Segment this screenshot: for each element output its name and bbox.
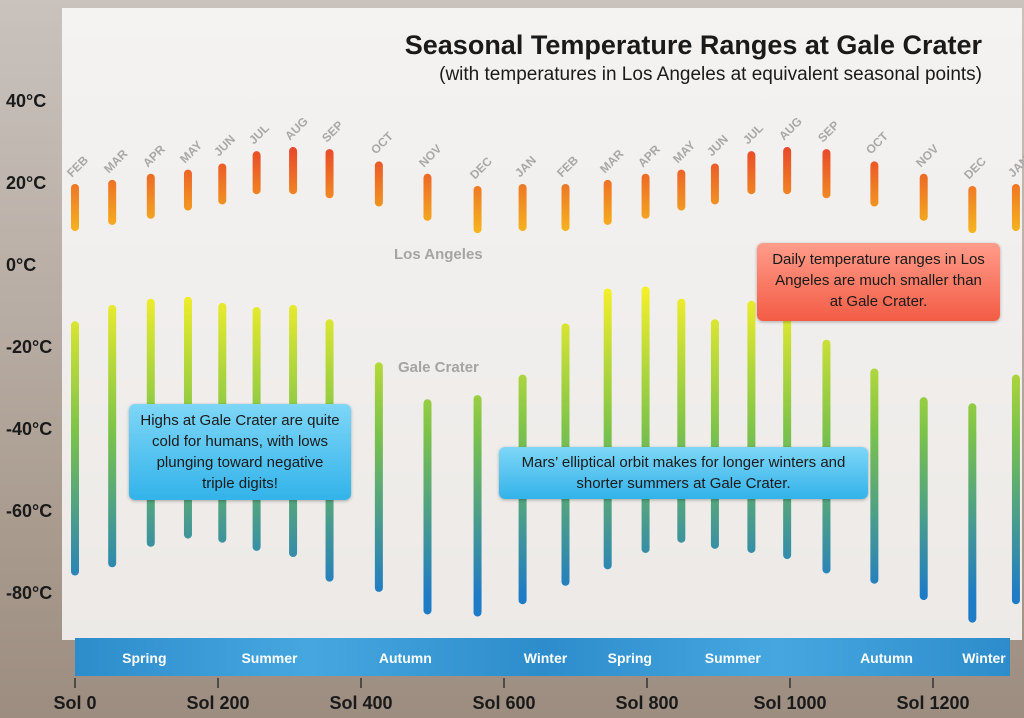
la-range-bar <box>1011 183 1020 232</box>
gale-range-bar <box>747 300 756 553</box>
gale-range-bar <box>108 304 117 568</box>
la-range-bar <box>518 183 527 232</box>
la-range-bar <box>747 151 756 195</box>
la-range-bar <box>325 149 334 199</box>
callout-la-ranges: Daily temperature ranges in Los Angeles … <box>757 243 1000 321</box>
la-range-bar <box>677 169 686 211</box>
x-tick-label: Sol 1200 <box>896 693 970 713</box>
la-range-bar <box>289 147 298 195</box>
y-tick-label: -20°C <box>6 337 53 357</box>
la-range-bar <box>870 161 879 207</box>
x-tick-label: Sol 0 <box>53 693 97 713</box>
callout-orbit: Mars’ elliptical orbit makes for longer … <box>499 447 868 499</box>
gale-range-bar <box>473 395 482 617</box>
la-range-bar <box>561 183 570 232</box>
gale-crater-label: Gale Crater <box>398 359 479 376</box>
season-label: Autumn <box>860 650 913 666</box>
y-tick-label: 0°C <box>6 255 37 275</box>
season-label: Summer <box>241 650 298 666</box>
gale-range-bar <box>603 288 612 570</box>
x-tick-label: Sol 600 <box>472 693 536 713</box>
la-range-bar <box>71 183 79 232</box>
gale-range-bar <box>919 397 928 601</box>
gale-range-bar <box>374 362 383 592</box>
season-label: Spring <box>122 650 167 666</box>
los-angeles-label: Los Angeles <box>394 246 483 263</box>
gale-range-bar <box>968 403 977 623</box>
gale-range-bar <box>641 286 650 553</box>
season-label: Summer <box>704 650 761 666</box>
la-range-bar <box>183 169 192 211</box>
season-label: Autumn <box>378 650 432 666</box>
chart-subtitle: (with temperatures in Los Angeles at equ… <box>439 64 982 85</box>
la-range-bar <box>822 149 831 199</box>
la-range-bar <box>603 179 612 225</box>
la-range-bar <box>108 179 117 225</box>
la-range-bar <box>968 186 977 234</box>
la-range-bar <box>710 163 719 205</box>
gale-range-bar <box>710 319 719 549</box>
la-range-bar <box>919 173 928 221</box>
x-tick-label: Sol 200 <box>186 693 250 713</box>
season-label: Spring <box>607 650 652 666</box>
la-range-bar <box>374 161 383 207</box>
season-label: Winter <box>962 650 1006 666</box>
season-label: Winter <box>523 650 568 666</box>
la-range-bar <box>473 186 482 234</box>
x-tick-label: Sol 1000 <box>753 693 827 713</box>
gale-range-bar <box>71 321 79 576</box>
gale-range-bar <box>1011 374 1020 605</box>
gale-range-bar <box>870 368 879 584</box>
la-range-bar <box>252 151 261 195</box>
callout-gale-highs: Highs at Gale Crater are quite cold for … <box>129 404 351 500</box>
la-range-bar <box>423 173 432 221</box>
gale-range-bar <box>783 309 792 560</box>
season-band <box>75 638 1010 676</box>
la-range-bar <box>218 163 227 205</box>
chart-title: Seasonal Temperature Ranges at Gale Crat… <box>404 30 982 60</box>
y-tick-label: 40°C <box>6 91 47 111</box>
y-tick-label: 20°C <box>6 173 47 193</box>
gale-range-bar <box>677 298 686 543</box>
y-tick-label: -60°C <box>6 501 53 521</box>
gale-range-bar <box>423 399 432 615</box>
x-tick-label: Sol 800 <box>615 693 679 713</box>
la-range-bar <box>146 173 155 219</box>
la-range-bar <box>641 173 650 219</box>
la-range-bar <box>783 147 792 195</box>
y-tick-label: -40°C <box>6 419 53 439</box>
y-tick-label: -80°C <box>6 583 53 603</box>
x-tick-label: Sol 400 <box>329 693 393 713</box>
